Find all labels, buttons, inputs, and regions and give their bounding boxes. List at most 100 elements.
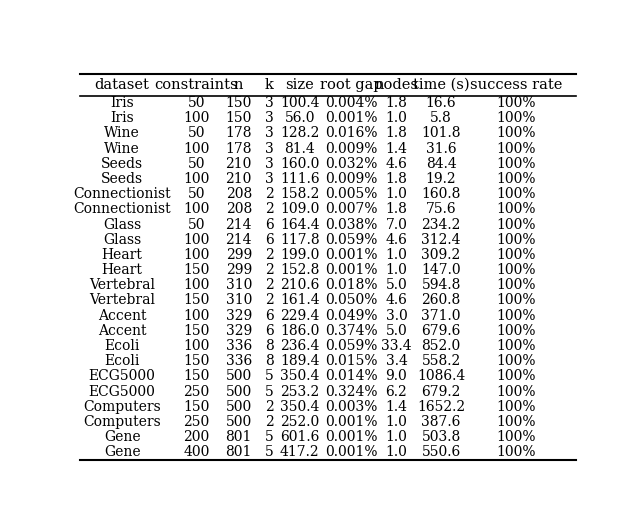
Text: 31.6: 31.6 <box>426 142 456 156</box>
Text: success rate: success rate <box>470 78 563 92</box>
Text: 100%: 100% <box>497 127 536 141</box>
Text: 3.0: 3.0 <box>385 309 407 323</box>
Text: time (s): time (s) <box>413 78 469 92</box>
Text: 1.8: 1.8 <box>385 127 408 141</box>
Text: 679.2: 679.2 <box>421 385 461 399</box>
Text: 100: 100 <box>184 339 210 353</box>
Text: 100%: 100% <box>497 202 536 216</box>
Text: Accent: Accent <box>98 324 147 338</box>
Text: 50: 50 <box>188 187 205 201</box>
Text: 199.0: 199.0 <box>280 248 319 262</box>
Text: 2: 2 <box>265 415 274 429</box>
Text: 500: 500 <box>225 385 252 399</box>
Text: 336: 336 <box>225 339 252 353</box>
Text: 100: 100 <box>184 248 210 262</box>
Text: Iris: Iris <box>110 111 134 125</box>
Text: 5: 5 <box>265 445 274 459</box>
Text: 111.6: 111.6 <box>280 172 319 186</box>
Text: 3.4: 3.4 <box>385 354 408 368</box>
Text: Glass: Glass <box>103 233 141 247</box>
Text: 6: 6 <box>265 324 274 338</box>
Text: 214: 214 <box>225 233 252 247</box>
Text: 1.0: 1.0 <box>385 263 408 277</box>
Text: 1.0: 1.0 <box>385 187 408 201</box>
Text: 100%: 100% <box>497 142 536 156</box>
Text: 350.4: 350.4 <box>280 370 319 384</box>
Text: k: k <box>265 78 274 92</box>
Text: 160.0: 160.0 <box>280 157 319 171</box>
Text: 3: 3 <box>265 111 274 125</box>
Text: 236.4: 236.4 <box>280 339 319 353</box>
Text: 100%: 100% <box>497 233 536 247</box>
Text: 150: 150 <box>184 263 210 277</box>
Text: 0.050%: 0.050% <box>326 293 378 307</box>
Text: dataset: dataset <box>95 78 150 92</box>
Text: 81.4: 81.4 <box>284 142 315 156</box>
Text: 100%: 100% <box>497 385 536 399</box>
Text: 417.2: 417.2 <box>280 445 319 459</box>
Text: 2: 2 <box>265 248 274 262</box>
Text: 100%: 100% <box>497 370 536 384</box>
Text: 214: 214 <box>225 217 252 231</box>
Text: 101.8: 101.8 <box>421 127 461 141</box>
Text: 0.001%: 0.001% <box>326 415 378 429</box>
Text: 6.2: 6.2 <box>385 385 407 399</box>
Text: 128.2: 128.2 <box>280 127 319 141</box>
Text: 50: 50 <box>188 127 205 141</box>
Text: 50: 50 <box>188 157 205 171</box>
Text: 253.2: 253.2 <box>280 385 319 399</box>
Text: Vertebral: Vertebral <box>89 278 155 292</box>
Text: 309.2: 309.2 <box>422 248 461 262</box>
Text: 100%: 100% <box>497 415 536 429</box>
Text: 250: 250 <box>184 385 210 399</box>
Text: 0.001%: 0.001% <box>326 263 378 277</box>
Text: 100%: 100% <box>497 157 536 171</box>
Text: 100%: 100% <box>497 339 536 353</box>
Text: 100: 100 <box>184 278 210 292</box>
Text: 1086.4: 1086.4 <box>417 370 465 384</box>
Text: 679.6: 679.6 <box>421 324 461 338</box>
Text: Heart: Heart <box>102 263 143 277</box>
Text: 0.324%: 0.324% <box>326 385 378 399</box>
Text: Iris: Iris <box>110 96 134 110</box>
Text: 50: 50 <box>188 217 205 231</box>
Text: 100: 100 <box>184 111 210 125</box>
Text: 310: 310 <box>225 293 252 307</box>
Text: 336: 336 <box>225 354 252 368</box>
Text: 0.001%: 0.001% <box>326 430 378 444</box>
Text: 4.6: 4.6 <box>385 233 408 247</box>
Text: 6: 6 <box>265 217 274 231</box>
Text: 5.8: 5.8 <box>430 111 452 125</box>
Text: 5: 5 <box>265 370 274 384</box>
Text: 100: 100 <box>184 172 210 186</box>
Text: 100%: 100% <box>497 400 536 414</box>
Text: 329: 329 <box>225 309 252 323</box>
Text: 100%: 100% <box>497 217 536 231</box>
Text: 210: 210 <box>225 157 252 171</box>
Text: Gene: Gene <box>104 445 140 459</box>
Text: 1.0: 1.0 <box>385 248 408 262</box>
Text: Seeds: Seeds <box>101 172 143 186</box>
Text: 100%: 100% <box>497 187 536 201</box>
Text: 100: 100 <box>184 202 210 216</box>
Text: 150: 150 <box>225 96 252 110</box>
Text: Wine: Wine <box>104 142 140 156</box>
Text: 3: 3 <box>265 172 274 186</box>
Text: 350.4: 350.4 <box>280 400 319 414</box>
Text: 189.4: 189.4 <box>280 354 319 368</box>
Text: root gap: root gap <box>321 78 383 92</box>
Text: 100%: 100% <box>497 263 536 277</box>
Text: 5: 5 <box>265 430 274 444</box>
Text: 186.0: 186.0 <box>280 324 319 338</box>
Text: 310: 310 <box>225 278 252 292</box>
Text: 7.0: 7.0 <box>385 217 408 231</box>
Text: 100%: 100% <box>497 430 536 444</box>
Text: 208: 208 <box>225 202 252 216</box>
Text: 100%: 100% <box>497 309 536 323</box>
Text: 1.0: 1.0 <box>385 430 408 444</box>
Text: 210.6: 210.6 <box>280 278 319 292</box>
Text: 5.0: 5.0 <box>385 324 407 338</box>
Text: 0.059%: 0.059% <box>326 339 378 353</box>
Text: 100%: 100% <box>497 248 536 262</box>
Text: 252.0: 252.0 <box>280 415 319 429</box>
